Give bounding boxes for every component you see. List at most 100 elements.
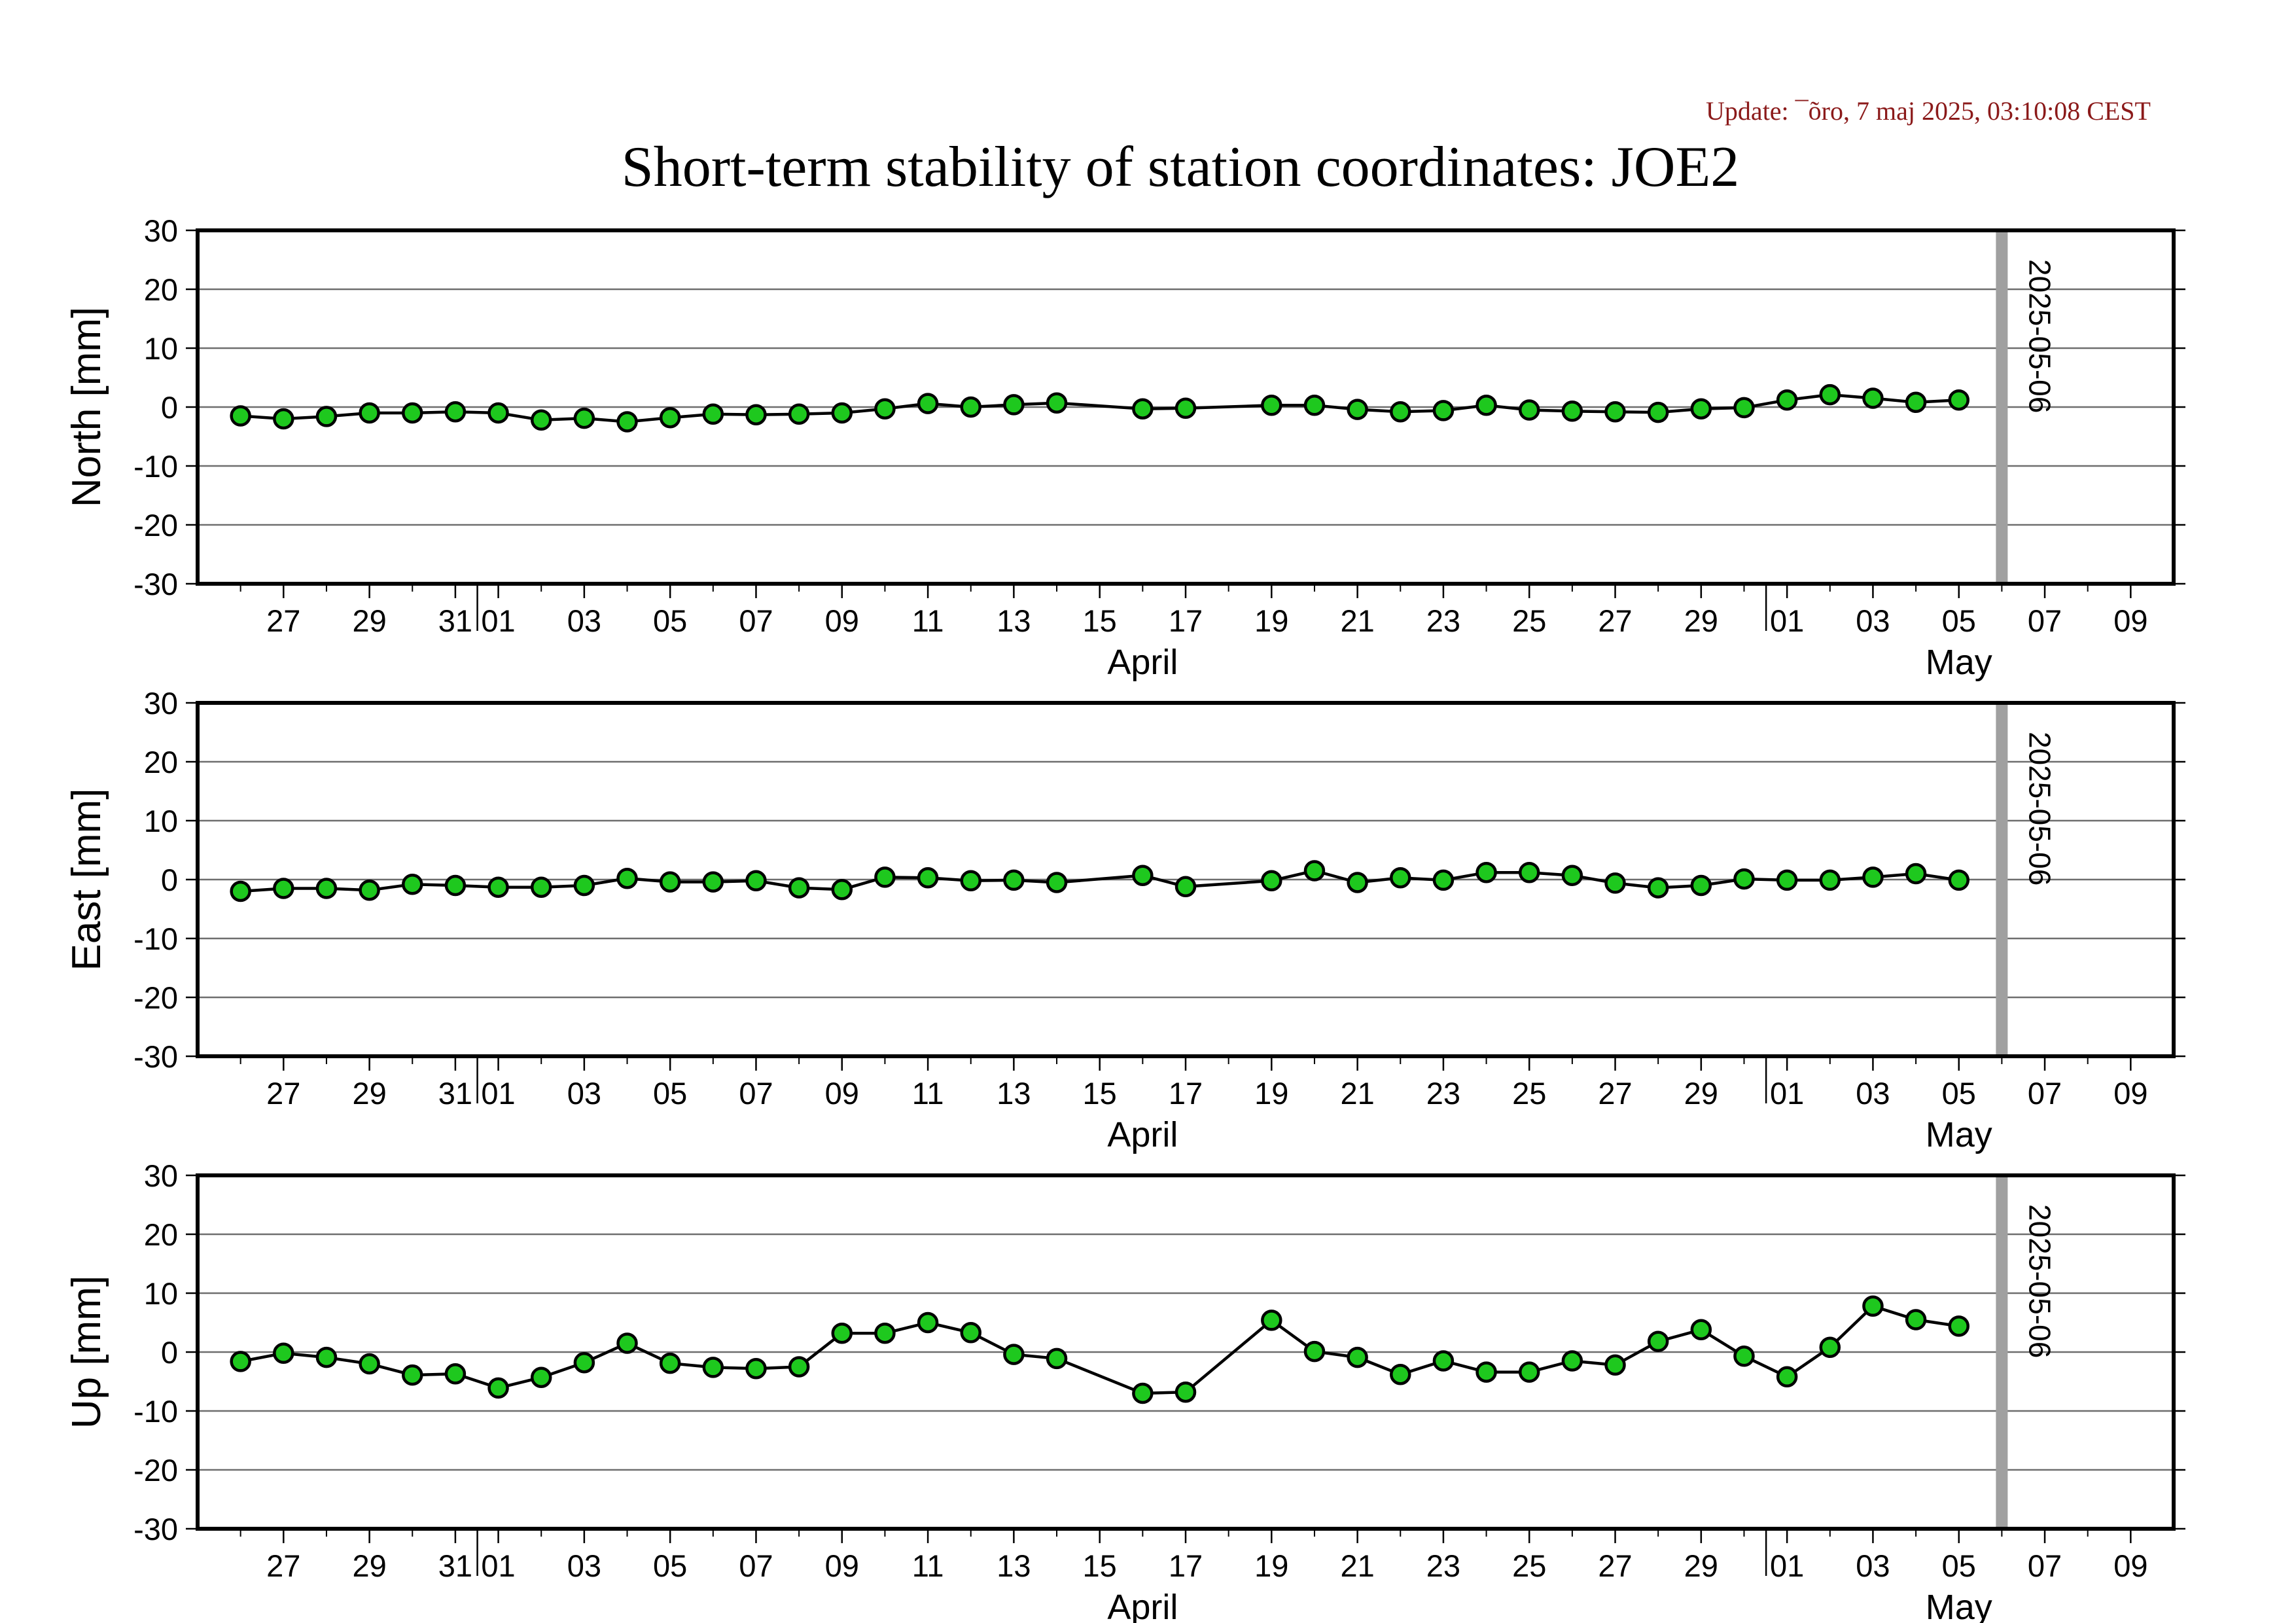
x-tick-label: 25 (1512, 1548, 1546, 1583)
data-point (573, 1351, 595, 1374)
data-point (1303, 860, 1326, 882)
x-tick-label: 03 (567, 1548, 601, 1583)
x-tick-label: 17 (1169, 1076, 1203, 1111)
panel-up: 27 29 31 01 03 05 07 09 11 13 15 17 19 21 23 25 27 29 01 03… (64, 1158, 2185, 1623)
data-point (1561, 1350, 1583, 1372)
data-point (315, 1346, 338, 1368)
data-point (1647, 401, 1669, 423)
data-point (1261, 870, 1282, 892)
y-tick-label: 20 (144, 272, 178, 307)
x-tick-label: 31 (438, 1548, 472, 1583)
data-point (487, 1377, 509, 1399)
month-label: April (1107, 643, 1178, 682)
y-tick-label: 20 (144, 1217, 178, 1252)
data-point (1862, 387, 1884, 409)
y-tick-label: -30 (133, 1039, 178, 1074)
data-point (1046, 1347, 1068, 1370)
x-tick-label: 03 (1856, 1548, 1890, 1583)
data-point (960, 396, 981, 418)
x-tick-label: 03 (567, 603, 601, 638)
x-tick-label: 01 (481, 1076, 515, 1111)
data-point (1261, 395, 1282, 416)
data-point (1776, 389, 1798, 411)
data-point (659, 871, 681, 893)
y-tick-label: -10 (133, 921, 178, 956)
data-point (1561, 865, 1583, 886)
data-point (359, 879, 380, 901)
y-tick-label: 0 (161, 863, 178, 897)
x-tick-label: 23 (1426, 1548, 1460, 1583)
data-point (788, 1356, 810, 1378)
data-point (1948, 869, 1969, 891)
plot-frame (196, 228, 2176, 586)
y-tick-label: 30 (144, 1158, 178, 1193)
data-point (359, 402, 380, 424)
x-tick-label: 03 (1856, 1076, 1890, 1111)
data-point (917, 393, 939, 414)
data-point (1475, 395, 1497, 416)
data-point (444, 874, 467, 897)
x-tick-label: 01 (481, 603, 515, 638)
x-tick-label: 13 (997, 1548, 1031, 1583)
data-point (788, 403, 810, 425)
x-tick-label: 13 (997, 603, 1031, 638)
x-tick-label: 07 (739, 1548, 773, 1583)
y-tick-label: -30 (133, 1512, 178, 1546)
data-point (402, 873, 423, 895)
data-point (1690, 1319, 1712, 1341)
y-tick-label: -10 (133, 449, 178, 484)
data-point (1261, 1310, 1282, 1331)
data-point (273, 408, 294, 430)
x-tick-label: 29 (352, 1076, 386, 1111)
data-point (1776, 1366, 1798, 1388)
x-tick-label: 15 (1083, 1076, 1117, 1111)
data-point (874, 398, 896, 419)
x-tick-label: 17 (1169, 1548, 1203, 1583)
x-tick-label: 01 (1770, 1076, 1804, 1111)
x-tick-label: 19 (1254, 1548, 1288, 1583)
chart-panels: 27 29 31 01 03 05 07 09 11 13 15 17 19 21 23 25 27 29 01 03… (64, 213, 2185, 1623)
x-tick-label: 09 (825, 1076, 859, 1111)
data-point (444, 401, 467, 423)
data-point (1561, 401, 1583, 422)
data-point (1905, 391, 1927, 414)
x-tick-label: 09 (2113, 603, 2147, 638)
month-label: April (1107, 1588, 1178, 1623)
data-point (1174, 876, 1197, 898)
data-point (1003, 869, 1025, 891)
y-axis-label: Up [mm] (64, 1275, 109, 1429)
data-point (273, 1342, 294, 1364)
data-point (659, 1352, 681, 1374)
month-label: May (1926, 1588, 1992, 1623)
y-axis-label: North [mm] (64, 307, 109, 508)
data-point (1690, 398, 1712, 419)
data-point (1347, 399, 1368, 420)
data-point (1132, 398, 1154, 419)
data-point (1647, 1330, 1669, 1353)
x-tick-label: 29 (1684, 1548, 1718, 1583)
data-point (1475, 1361, 1497, 1383)
x-tick-label: 15 (1083, 1548, 1117, 1583)
x-tick-label: 03 (1856, 603, 1890, 638)
data-point (616, 1332, 638, 1354)
x-tick-label: 11 (912, 603, 944, 638)
data-point (831, 1322, 853, 1344)
data-point (1518, 861, 1540, 883)
data-point (1390, 1363, 1411, 1385)
data-point (1776, 869, 1798, 891)
x-tick-label: 31 (438, 603, 472, 638)
data-point (1862, 1295, 1884, 1317)
data-point (917, 867, 939, 889)
x-tick-label: 13 (997, 1076, 1031, 1111)
data-point (1905, 1309, 1927, 1330)
x-tick-label: 27 (1598, 603, 1632, 638)
data-point (960, 1322, 981, 1344)
data-point (1733, 1346, 1755, 1367)
data-point (573, 407, 595, 429)
x-tick-label: 01 (1770, 603, 1804, 638)
data-point (1604, 1354, 1626, 1376)
x-tick-label: 23 (1426, 603, 1460, 638)
data-point (444, 1363, 467, 1385)
data-point (1475, 861, 1497, 883)
x-tick-label: 21 (1340, 603, 1374, 638)
